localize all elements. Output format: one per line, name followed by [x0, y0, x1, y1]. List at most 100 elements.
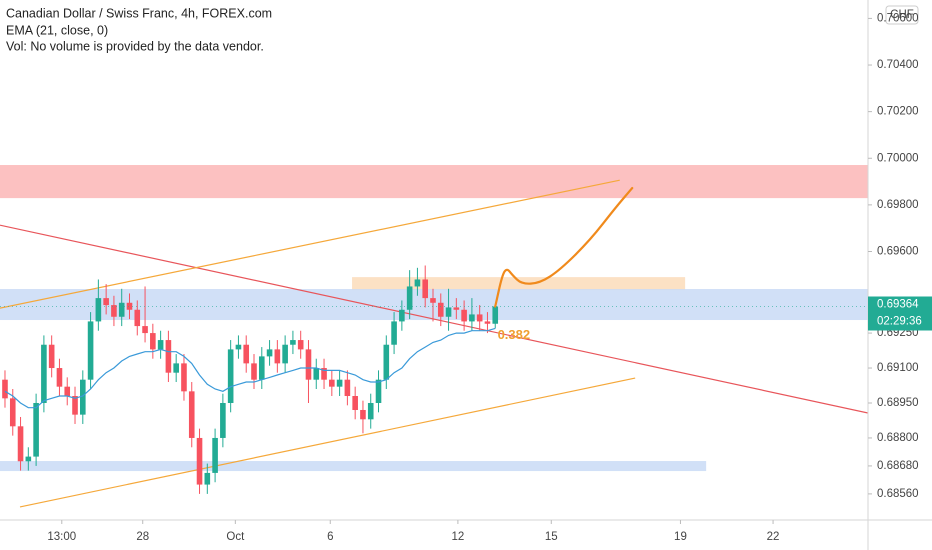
candle-body: [453, 307, 460, 310]
candle-body: [414, 279, 421, 287]
projection-path: [494, 186, 634, 308]
candle-body: [461, 309, 467, 322]
candle-body: [344, 379, 351, 397]
y-tick-label: 0.69100: [877, 362, 919, 374]
y-tick-label: 0.70200: [877, 106, 919, 118]
zone: [0, 165, 868, 199]
candle-body: [375, 379, 382, 403]
last-price-box: [868, 296, 932, 331]
candle-body: [17, 426, 24, 462]
candle-body: [484, 321, 491, 324]
candle-body: [2, 379, 8, 399]
ema-line: [4, 327, 496, 409]
candle-body: [360, 409, 366, 420]
candle-body: [9, 398, 16, 427]
candle-body: [80, 379, 86, 415]
candle-body: [469, 314, 475, 322]
candle-body: [399, 309, 405, 322]
candle-body: [258, 356, 265, 380]
candle-body: [72, 396, 78, 415]
candle-body: [430, 298, 436, 303]
candle-body: [274, 349, 281, 364]
candle-body: [142, 326, 148, 334]
x-tick-label: 12: [451, 531, 464, 543]
candle-body: [321, 368, 327, 380]
candle-body: [336, 379, 343, 387]
candle-body: [266, 349, 273, 357]
candle-body: [196, 437, 203, 485]
candle-body: [25, 456, 32, 462]
candle-body: [181, 363, 187, 392]
trendline: [19, 377, 636, 508]
trendline: [0, 179, 620, 309]
trendline: [0, 224, 868, 414]
candle-body: [220, 402, 226, 438]
last-price-label: 0.69364: [877, 299, 919, 311]
y-tick-label: 0.70400: [877, 59, 919, 71]
y-tick-label: 0.69800: [877, 199, 919, 211]
candle-body: [126, 302, 133, 310]
candle-body: [41, 344, 47, 403]
candle-body: [103, 298, 109, 306]
candle-body: [476, 314, 483, 322]
y-tick-label: 0.68680: [877, 460, 919, 472]
x-tick-label: 22: [767, 531, 780, 543]
candle-body: [150, 333, 156, 350]
candle-body: [297, 340, 304, 350]
candle-body: [492, 306, 499, 324]
candle-body: [134, 309, 141, 327]
candle-body: [445, 307, 452, 317]
candle-body: [204, 472, 211, 485]
x-tick-label: 6: [327, 531, 333, 543]
volume-note: Vol: No volume is provided by the data v…: [6, 39, 264, 53]
candle-body: [212, 437, 218, 473]
candle-body: [329, 379, 335, 387]
candle-body: [243, 344, 250, 364]
chart-title: Canadian Dollar / Swiss Franc, 4h, FOREX…: [6, 6, 272, 20]
candle-body: [383, 344, 390, 380]
candle-body: [391, 321, 397, 345]
indicator-label: EMA (21, close, 0): [6, 23, 108, 37]
candle-body: [313, 368, 320, 380]
zone: [0, 461, 707, 472]
candle-body: [282, 344, 288, 364]
candle-body: [118, 302, 125, 317]
y-tick-label: 0.70000: [877, 152, 919, 164]
x-tick-label: 19: [674, 531, 687, 543]
candle-body: [64, 386, 71, 397]
y-tick-label: 0.70600: [877, 12, 919, 24]
candle-body: [437, 302, 444, 317]
x-tick-label: 28: [136, 531, 149, 543]
candle-body: [95, 298, 102, 322]
x-tick-label: 13:00: [47, 531, 76, 543]
candle-body: [227, 349, 234, 403]
y-tick-label: 0.68800: [877, 432, 919, 444]
candle-body: [157, 340, 164, 350]
candle-body: [251, 363, 257, 380]
plot-area: [0, 165, 868, 508]
annotation: 0.382: [498, 327, 531, 342]
countdown-label: 02:29:36: [877, 316, 922, 328]
candle-body: [56, 368, 63, 387]
candle-body: [87, 321, 94, 380]
zone: [352, 277, 686, 291]
candle-body: [165, 340, 172, 373]
y-tick-label: 0.68560: [877, 488, 919, 500]
candle-body: [111, 305, 117, 317]
candle-body: [367, 402, 374, 420]
currency-button[interactable]: [885, 5, 919, 25]
candle-body: [352, 396, 358, 410]
candle-body: [173, 363, 179, 373]
candle-body: [33, 402, 39, 457]
currency-label[interactable]: CHF: [890, 9, 914, 21]
candle-body: [188, 391, 195, 438]
candle-body: [406, 286, 413, 310]
candle-body: [422, 279, 429, 299]
y-tick-label: 0.69600: [877, 246, 919, 258]
x-tick-label: 15: [545, 531, 558, 543]
candle-body: [290, 340, 296, 345]
x-tick-label: Oct: [226, 531, 245, 543]
candle-body: [48, 344, 55, 369]
